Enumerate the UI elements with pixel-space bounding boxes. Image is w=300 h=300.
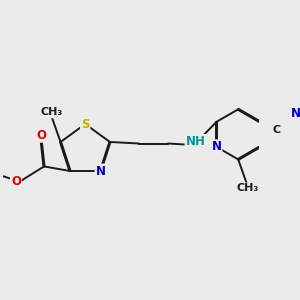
Text: O: O (36, 129, 46, 142)
Text: N: N (212, 140, 221, 153)
Text: C: C (273, 125, 281, 135)
Text: NH: NH (185, 135, 206, 148)
Text: S: S (81, 118, 89, 130)
Text: N: N (291, 107, 300, 120)
Text: N: N (95, 164, 106, 178)
Text: CH₃: CH₃ (236, 183, 259, 194)
Text: O: O (11, 175, 21, 188)
Text: CH₃: CH₃ (40, 107, 62, 117)
